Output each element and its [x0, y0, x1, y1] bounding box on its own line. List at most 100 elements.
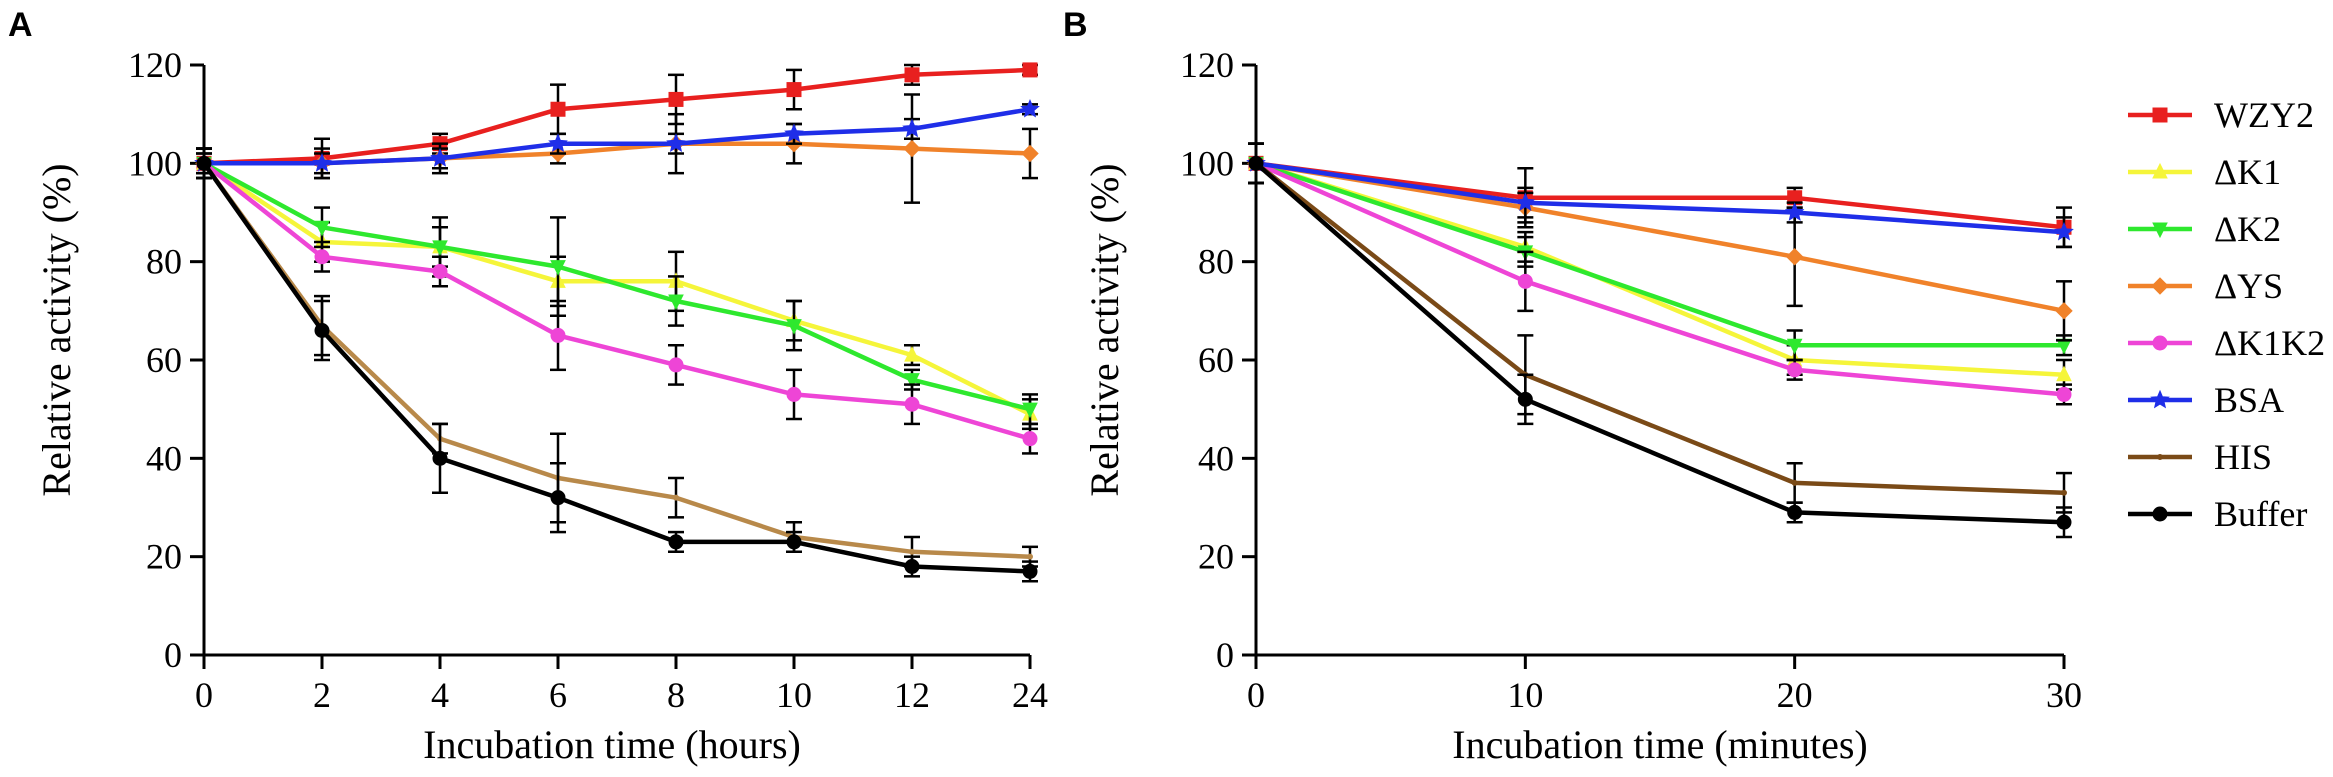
legend-swatch-marker [2152, 107, 2168, 123]
panel-a-data-point [786, 386, 802, 402]
panel-b-y-axis-title: Relative activity (%) [1082, 163, 1127, 496]
panel-b-series-line [1255, 161, 2065, 314]
legend-label: WZY2 [2214, 95, 2314, 135]
panel-b-series-line [1255, 161, 2065, 378]
panel-b-data-point [2056, 386, 2072, 402]
panel-a-data-point [903, 139, 921, 158]
panel-b-letter: B [1063, 6, 1088, 44]
panel-b-series-line [1255, 161, 2065, 397]
panel-a-y-tick-label: 120 [128, 45, 182, 85]
panel-a-x-tick-label: 6 [549, 675, 567, 715]
panel-a-data-point [550, 327, 566, 343]
panel-a-data-point [432, 450, 448, 466]
panel-a-data-point [904, 396, 920, 412]
legend-swatch-marker [2151, 277, 2169, 295]
panel-a-data-point [668, 357, 684, 373]
panel-a-data-point [902, 118, 922, 138]
panel-a-data-point [904, 345, 920, 362]
panel-b-x-tick-label: 10 [1507, 675, 1543, 715]
panel-a-letter: A [8, 6, 33, 44]
legend-label: HIS [2214, 437, 2272, 477]
legend-item: ΔK2 [2128, 209, 2281, 249]
panel-a-data-point [1022, 431, 1038, 447]
panel-a-y-tick-label: 60 [146, 340, 182, 380]
panel-a-x-tick-label: 24 [1012, 675, 1048, 715]
panel-b-data-point [2055, 302, 2073, 320]
panel-a-y-tick-label: 0 [164, 635, 182, 675]
panel-a-data-point [550, 490, 566, 506]
legend-label: ΔK1K2 [2214, 323, 2325, 363]
panel-b-data-point [1517, 391, 1533, 407]
panel-b-y-tick-label: 20 [1198, 537, 1234, 577]
panel-b-series-line [1255, 161, 2064, 348]
panel-a-data-point [904, 373, 920, 389]
panel-b-series-line [1254, 161, 2065, 496]
panel-a-data-point [904, 559, 920, 574]
panel-a-series [194, 62, 1040, 583]
panel-b-data-point [2061, 489, 2067, 496]
panel-a-series-Buffer [196, 147, 1038, 583]
panel-b-y-tick-label: 80 [1198, 242, 1234, 282]
legend-label: ΔK2 [2214, 209, 2281, 249]
legend-label: ΔK1 [2214, 152, 2281, 192]
panel-a-data-point [1022, 563, 1038, 579]
legend-swatch-marker [2152, 335, 2168, 351]
legend-swatch-marker [2152, 222, 2168, 239]
panel-b-data-point [1787, 362, 1803, 378]
panel-b-series-Buffer [1248, 142, 2072, 539]
legend-item: Buffer [2128, 494, 2307, 534]
panel-a-data-point [550, 101, 566, 117]
panel-b-series-ΔYS [1247, 142, 2073, 342]
panel-a-x-tick-label: 4 [431, 675, 449, 715]
panel-a-y-tick-label: 40 [146, 438, 182, 478]
panel-b-y-tick-label: 120 [1180, 45, 1234, 85]
panel-a-data-point [786, 534, 802, 550]
legend-item: ΔK1K2 [2128, 323, 2325, 363]
panel-a-x-tick-label: 0 [195, 675, 213, 715]
panel-a-data-point [196, 155, 212, 171]
panel-a-x-tick-label: 10 [776, 675, 812, 715]
panel-b-series-line [1255, 161, 2065, 230]
panel-a-data-point [1027, 553, 1033, 560]
legend-item: ΔYS [2128, 266, 2283, 306]
panel-b-x-tick-label: 30 [2046, 675, 2082, 715]
panel-a-series-line [202, 162, 1031, 574]
panel-b-x-tick-label: 0 [1247, 675, 1265, 715]
legend-label: BSA [2214, 380, 2284, 420]
panel-a-data-point [1021, 144, 1039, 163]
panel-a-y-tick-label: 80 [146, 242, 182, 282]
legend-swatch-marker [2150, 389, 2170, 409]
panel-a-data-point [909, 548, 915, 555]
panel-b-y-tick-label: 40 [1198, 438, 1234, 478]
panel-b-data-point [1786, 338, 1803, 355]
panel-a-data-point [430, 148, 450, 167]
panel-a-data-point [314, 220, 330, 237]
panel-a-data-point [432, 264, 448, 279]
panel-a-series-line [202, 161, 1031, 441]
panel-a-y-tick-label: 100 [128, 143, 182, 183]
legend-swatch-marker [2152, 506, 2168, 522]
panel-a-series-line [203, 67, 1031, 166]
panel-a-data-point [786, 319, 802, 335]
panel-b: B 0 20 40 60 80 100 120 0 10 20 30 Incubation time… [1063, 6, 2082, 767]
panel-a-data-point [314, 249, 330, 265]
panel-a-x-tick-label: 2 [313, 675, 331, 715]
panel-b-data-point [1517, 273, 1533, 289]
panel-a-series-line [202, 161, 1032, 417]
panel-a-x-axis-title: Incubation time (hours) [423, 722, 801, 767]
panel-a-data-point [784, 123, 804, 143]
panel-a-series-line [202, 161, 1031, 412]
panel-b-data-point [1784, 202, 1805, 221]
legend-item: BSA [2128, 380, 2284, 420]
panel-b-data-point [2054, 221, 2074, 241]
panel-a-data-point [1022, 62, 1038, 78]
panel-b-data-point [1515, 192, 1536, 211]
legend-item: ΔK1 [2128, 152, 2281, 192]
legend-swatch-marker [2157, 454, 2163, 460]
panel-a-data-point [668, 534, 684, 550]
panel-b-data-point [1785, 248, 1804, 266]
panel-a-data-point [668, 294, 684, 311]
panel-b-data-point [1791, 479, 1798, 486]
